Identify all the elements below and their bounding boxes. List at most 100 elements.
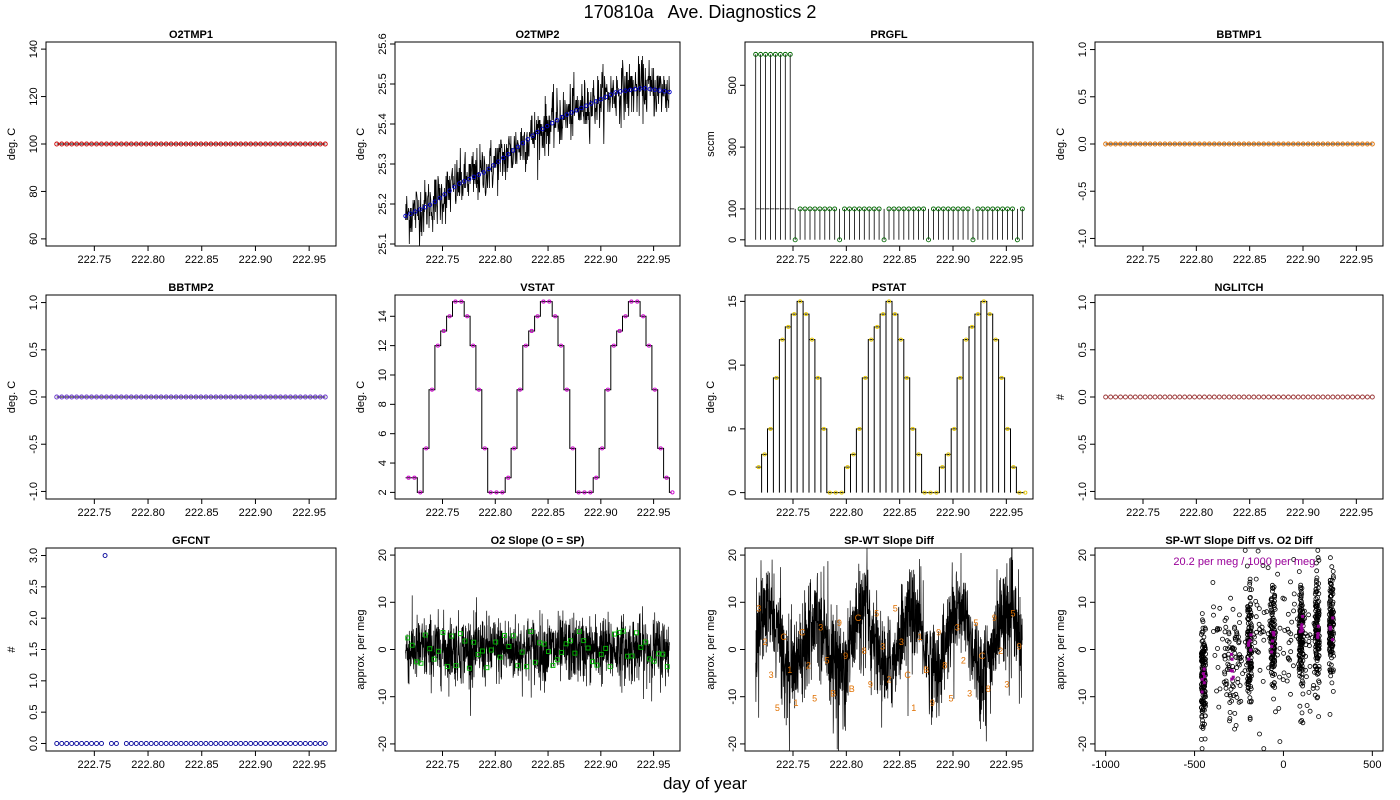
data-point bbox=[84, 141, 90, 147]
data-point bbox=[1285, 626, 1291, 632]
data-point bbox=[54, 141, 60, 147]
data-point bbox=[541, 641, 547, 647]
data-point bbox=[1225, 661, 1231, 667]
y-tick-label: 2.5 bbox=[28, 579, 40, 594]
data-point bbox=[856, 206, 862, 212]
data-point bbox=[153, 394, 159, 400]
y-tick-label: 0.5 bbox=[1077, 342, 1089, 357]
data-point bbox=[1269, 625, 1275, 631]
data-point bbox=[79, 141, 85, 147]
data-point bbox=[238, 141, 244, 147]
data-point bbox=[1303, 667, 1308, 673]
data-point bbox=[218, 141, 224, 147]
data-point bbox=[1230, 606, 1236, 612]
data-point bbox=[317, 741, 323, 746]
data-point bbox=[1122, 394, 1128, 400]
data-point bbox=[268, 741, 274, 746]
data-point bbox=[1233, 723, 1239, 728]
data-point bbox=[1309, 635, 1315, 640]
data-point bbox=[635, 299, 640, 304]
point-label: 3 bbox=[955, 623, 960, 633]
data-point bbox=[118, 394, 124, 400]
data-point bbox=[1202, 643, 1207, 649]
y-axis-label: deg. C bbox=[6, 128, 18, 160]
data-point bbox=[1167, 141, 1173, 147]
data-point bbox=[528, 629, 534, 634]
point-label: 1 bbox=[917, 632, 922, 642]
data-point bbox=[774, 375, 779, 380]
data-point bbox=[576, 629, 582, 634]
data-point bbox=[1237, 656, 1243, 662]
data-point bbox=[753, 51, 759, 57]
data-point bbox=[1327, 641, 1333, 646]
data-point bbox=[585, 645, 591, 651]
data-point bbox=[218, 741, 224, 746]
data-point bbox=[1292, 601, 1297, 607]
data-point bbox=[183, 394, 189, 400]
data-point bbox=[441, 328, 446, 334]
x-tick-label: -1000 bbox=[1092, 759, 1120, 771]
data-point bbox=[1200, 625, 1206, 631]
data-point bbox=[1320, 394, 1326, 400]
y-tick-label: 20 bbox=[377, 549, 389, 561]
data-point bbox=[1127, 394, 1133, 400]
data-point bbox=[934, 490, 939, 495]
data-point bbox=[238, 741, 244, 746]
data-point bbox=[904, 375, 909, 380]
point-label: 9 bbox=[936, 627, 941, 637]
data-point bbox=[657, 88, 662, 93]
plot-frame bbox=[1094, 294, 1384, 500]
y-tick-label: 0.0 bbox=[28, 389, 40, 404]
data-point bbox=[851, 452, 856, 457]
point-label: 8 bbox=[942, 660, 947, 670]
y-tick-label: 20 bbox=[727, 549, 739, 561]
data-point bbox=[248, 141, 254, 147]
data-point bbox=[1261, 610, 1267, 615]
data-point bbox=[1330, 141, 1336, 147]
data-point bbox=[1127, 141, 1133, 147]
data-point bbox=[213, 741, 219, 746]
data-point bbox=[497, 654, 503, 660]
data-point bbox=[422, 204, 428, 210]
data-point bbox=[1254, 649, 1260, 654]
data-point bbox=[178, 141, 184, 147]
data-point bbox=[494, 490, 499, 495]
data-point bbox=[547, 299, 552, 304]
y-tick-label: 10 bbox=[727, 359, 739, 371]
point-label: 5 bbox=[1011, 608, 1016, 618]
data-point bbox=[418, 660, 424, 666]
x-tick-label: 222.85 bbox=[883, 254, 917, 266]
data-point bbox=[1000, 206, 1006, 212]
data-point bbox=[589, 101, 594, 106]
y-tick-label: 0.0 bbox=[28, 736, 40, 751]
data-point bbox=[574, 107, 579, 113]
data-point bbox=[1005, 206, 1010, 212]
data-point bbox=[405, 635, 411, 641]
data-point bbox=[476, 387, 481, 392]
data-point bbox=[138, 741, 144, 746]
data-point bbox=[1327, 712, 1333, 717]
data-point bbox=[970, 237, 976, 243]
data-point bbox=[158, 741, 164, 746]
data-point bbox=[1247, 579, 1253, 585]
data-point bbox=[198, 141, 204, 147]
data-point bbox=[863, 375, 868, 380]
data-point bbox=[128, 741, 134, 746]
data-point bbox=[1271, 664, 1277, 670]
data-point bbox=[1235, 680, 1241, 685]
data-point bbox=[1304, 703, 1310, 708]
highlight-point bbox=[1300, 623, 1304, 627]
y-axis-label: sccm bbox=[705, 131, 717, 157]
data-point bbox=[500, 490, 505, 495]
data-point bbox=[1202, 721, 1207, 727]
data-point bbox=[1313, 586, 1319, 592]
data-point bbox=[292, 741, 298, 746]
data-point bbox=[59, 741, 65, 746]
data-point bbox=[183, 141, 189, 147]
data-point bbox=[1316, 646, 1322, 652]
data-point bbox=[572, 650, 578, 656]
data-point bbox=[143, 141, 149, 147]
data-point bbox=[782, 51, 788, 57]
data-point bbox=[1314, 568, 1320, 574]
plot-frame bbox=[45, 41, 337, 247]
